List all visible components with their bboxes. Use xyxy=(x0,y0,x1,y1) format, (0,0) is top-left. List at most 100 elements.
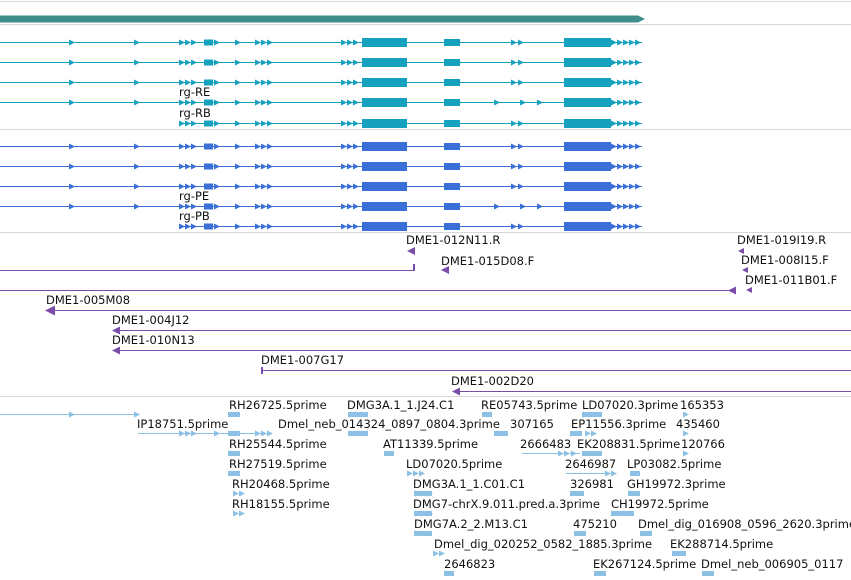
strand-arrow-icon xyxy=(185,183,191,190)
strand-arrow-icon xyxy=(683,411,689,418)
est-label[interactable]: RE05743.5prime xyxy=(481,398,577,412)
strand-arrow-icon xyxy=(611,163,617,170)
clone-label[interactable]: DME1-005M08 xyxy=(46,293,130,307)
clone-label[interactable]: DME1-019I19.R xyxy=(737,233,826,247)
bac-clone-track[interactable] xyxy=(0,247,851,396)
exon-block xyxy=(564,38,611,47)
est-label[interactable]: RH27519.5prime xyxy=(229,457,327,471)
exon-block xyxy=(582,451,602,456)
strand-arrow-icon xyxy=(179,59,185,66)
clone-label[interactable]: DME1-002D20 xyxy=(451,374,534,388)
strand-arrow-icon xyxy=(444,59,450,66)
strand-arrow-icon xyxy=(456,203,462,210)
est-label[interactable]: RH18155.5prime xyxy=(232,497,330,511)
strand-arrow-icon xyxy=(433,550,439,557)
strand-arrow-icon xyxy=(611,39,617,46)
strand-arrow-icon xyxy=(361,430,367,437)
clone-label[interactable]: DME1-008I15.F xyxy=(741,253,829,267)
strand-arrow-icon xyxy=(235,59,241,66)
est-label[interactable]: 120766 xyxy=(681,437,725,451)
est-label[interactable]: RH26725.5prime xyxy=(229,398,327,412)
est-label[interactable]: GH19972.3prime xyxy=(627,477,726,491)
est-label[interactable]: EK267124.5prime xyxy=(593,557,696,571)
est-label[interactable]: LD07020.3prime xyxy=(582,398,678,412)
exon-block xyxy=(628,491,640,496)
strand-arrow-icon xyxy=(179,430,185,437)
est-label[interactable]: AT11339.5prime xyxy=(383,437,478,451)
est-label[interactable]: 307165 xyxy=(510,417,554,431)
est-label[interactable]: DMG7-chrX.9.011.pred.a.3prime xyxy=(413,497,600,511)
est-label[interactable]: LD07020.5prime xyxy=(406,457,502,471)
exon-block xyxy=(444,59,460,66)
strand-arrow-icon xyxy=(261,79,267,86)
est-label[interactable]: RH20468.5prime xyxy=(232,477,330,491)
strand-arrow-icon xyxy=(591,430,597,437)
strand-arrow-icon xyxy=(635,183,641,190)
est-label[interactable]: 2646823 xyxy=(444,557,495,571)
exon-block xyxy=(564,202,611,211)
strand-arrow-icon xyxy=(353,59,359,66)
strand-arrow-icon xyxy=(353,99,359,106)
strand-arrow-icon xyxy=(235,120,241,127)
gene-track[interactable] xyxy=(0,15,645,23)
est-label[interactable]: EP11556.3prime xyxy=(571,417,666,431)
strand-arrow-icon xyxy=(347,223,353,230)
strand-arrow-icon xyxy=(235,79,241,86)
strand-arrow-icon xyxy=(191,120,197,127)
est-label[interactable]: 165353 xyxy=(680,398,724,412)
clone-label[interactable]: DME1-004J12 xyxy=(112,313,190,327)
exon-block xyxy=(362,78,407,87)
est-label[interactable]: 2666483 xyxy=(520,437,571,451)
est-label[interactable]: 2646987 xyxy=(565,457,616,471)
est-label[interactable]: DMG7A.2_2.M13.C1 xyxy=(414,517,528,531)
strand-arrow-icon xyxy=(261,143,267,150)
strand-arrow-icon xyxy=(611,120,617,127)
strand-arrow-icon xyxy=(267,59,273,66)
est-label[interactable]: DMG3A.1_1.J24.C1 xyxy=(347,398,454,412)
strand-arrow-icon xyxy=(518,59,524,66)
est-label[interactable]: EK288714.5prime xyxy=(670,537,773,551)
clone-label[interactable]: DME1-010N13 xyxy=(112,333,195,347)
strand-arrow-icon xyxy=(456,183,462,190)
strand-arrow-icon xyxy=(629,79,635,86)
est-label[interactable]: 475210 xyxy=(573,517,617,531)
strand-arrow-icon xyxy=(494,203,500,210)
strand-arrow-icon xyxy=(185,203,191,210)
est-label[interactable]: IP18751.5prime xyxy=(137,417,228,431)
clone-label[interactable]: DME1-015D08.F xyxy=(441,254,534,268)
est-label[interactable]: CH19972.5prime xyxy=(611,497,709,511)
est-label[interactable]: Dmel_neb_014324_0897_0804.3prime xyxy=(278,417,500,431)
exon-block xyxy=(444,571,454,576)
protein-track[interactable] xyxy=(0,142,642,231)
transcript-track[interactable] xyxy=(0,38,642,128)
strand-arrow-icon xyxy=(617,223,623,230)
est-label[interactable]: Dmel_dig_016908_0596_2620.3prime xyxy=(638,517,851,531)
est-label[interactable]: EK208831.5prime xyxy=(577,437,680,451)
clone-label[interactable]: DME1-012N11.R xyxy=(406,233,500,247)
strand-arrow-icon xyxy=(185,99,191,106)
est-label[interactable]: LP03082.5prime xyxy=(627,457,721,471)
gene-bar xyxy=(0,15,645,23)
est-label[interactable]: 326981 xyxy=(570,477,614,491)
strand-arrow-icon xyxy=(341,99,347,106)
strand-arrow-icon xyxy=(635,223,641,230)
strand-arrow-icon xyxy=(341,120,347,127)
est-label[interactable]: DMG3A.1_1.C01.C1 xyxy=(413,477,525,491)
strand-arrow-icon xyxy=(415,530,421,537)
est-label[interactable]: Dmel_neb_006905_0117 xyxy=(701,557,843,571)
strand-arrow-icon xyxy=(617,39,623,46)
est-label[interactable]: Dmel_dig_020252_0582_1885.3prime xyxy=(434,537,652,551)
clone-label[interactable]: DME1-011B01.F xyxy=(745,273,837,287)
strand-arrow-icon xyxy=(214,430,220,437)
strand-arrow-icon xyxy=(261,430,267,437)
strand-arrow-icon xyxy=(583,411,589,418)
est-label[interactable]: RH25544.5prime xyxy=(229,437,327,451)
strand-arrow-icon xyxy=(728,286,736,295)
clone-label[interactable]: DME1-007G17 xyxy=(261,353,344,367)
strand-arrow-icon xyxy=(444,143,450,150)
est-label[interactable]: 435460 xyxy=(676,417,720,431)
strand-arrow-icon xyxy=(179,143,185,150)
strand-arrow-icon xyxy=(444,79,450,86)
est-track[interactable] xyxy=(0,411,714,577)
